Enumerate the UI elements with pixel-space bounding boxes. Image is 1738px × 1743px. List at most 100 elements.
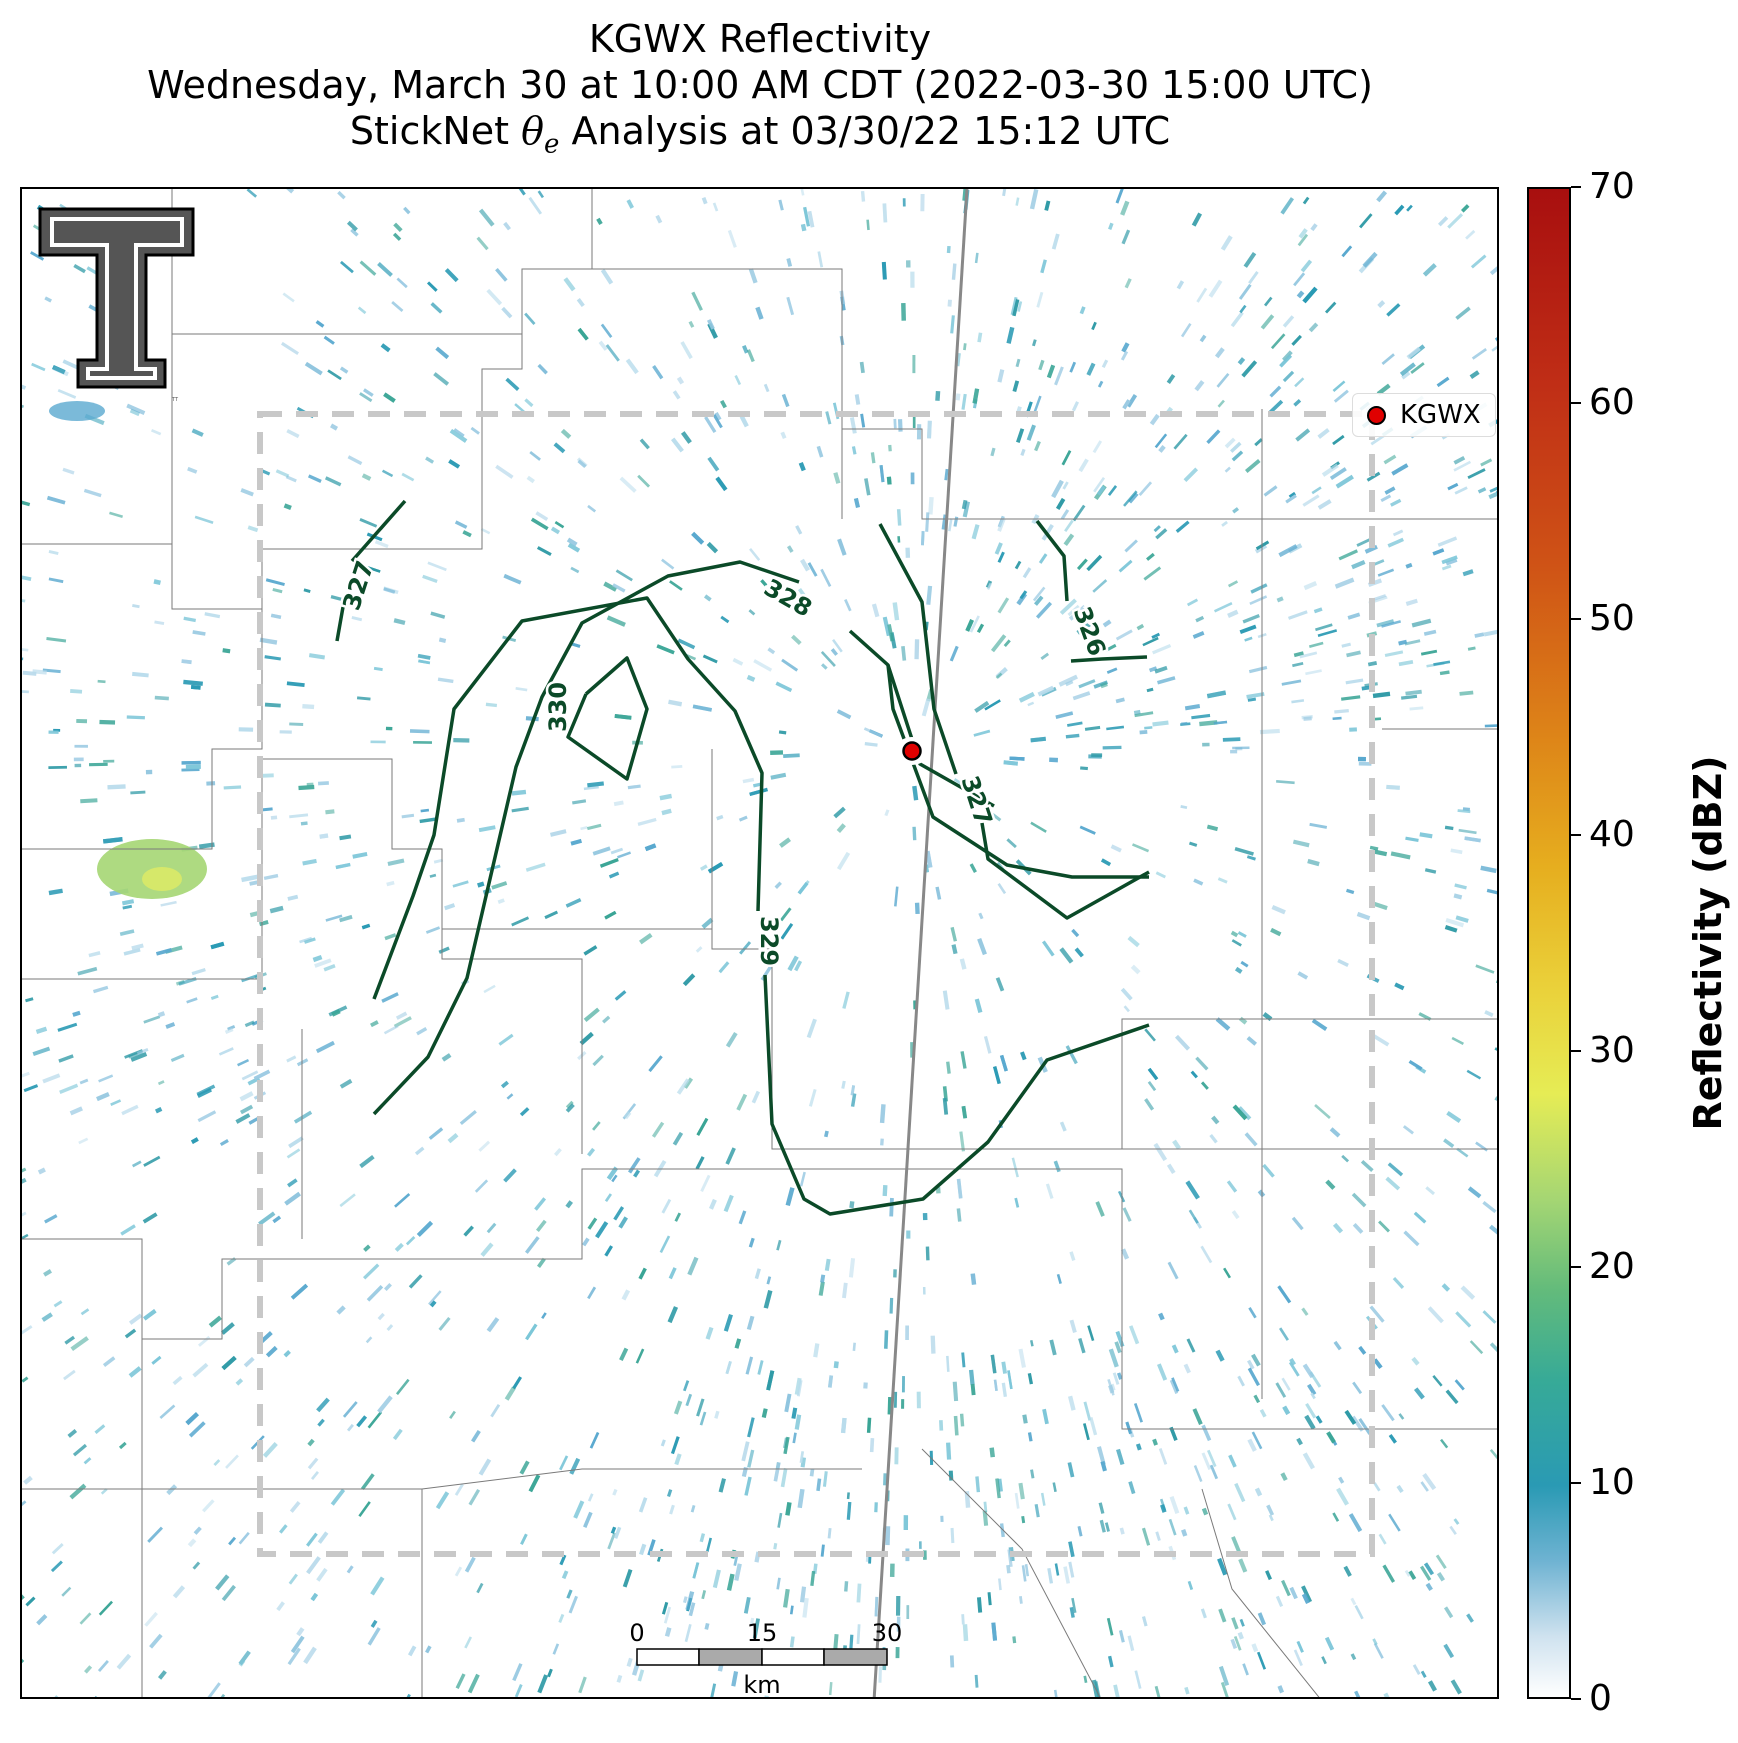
reflectivity-gate (983, 1501, 988, 1513)
reflectivity-gate (181, 659, 192, 665)
reflectivity-gate (1248, 1307, 1257, 1319)
reflectivity-gate (683, 1380, 690, 1392)
reflectivity-gate (1376, 383, 1391, 396)
reflectivity-gate (959, 958, 967, 970)
reflectivity-gate (1270, 333, 1286, 350)
reflectivity-gate (950, 315, 955, 334)
reflectivity-gate (703, 594, 712, 602)
reflectivity-gate (757, 1360, 764, 1375)
reflectivity-gate (994, 542, 1003, 555)
reflectivity-gate (688, 1602, 696, 1617)
reflectivity-gate (1237, 1631, 1244, 1640)
reflectivity-gate (786, 545, 794, 553)
reflectivity-gate (754, 1268, 761, 1280)
reflectivity-gate (1454, 883, 1467, 890)
reflectivity-gate (190, 1137, 199, 1145)
reflectivity-gate (836, 851, 851, 871)
reflectivity-gate (259, 920, 269, 927)
reflectivity-gate (463, 1225, 474, 1237)
reflectivity-gate (1127, 935, 1140, 948)
reflectivity-gate (714, 411, 722, 421)
reflectivity-gate (1101, 359, 1109, 369)
reflectivity-gate (1384, 486, 1396, 495)
reflectivity-gate (613, 1526, 622, 1539)
reflectivity-gate (1196, 287, 1208, 303)
reflectivity-gate (714, 1410, 720, 1419)
reflectivity-gate (126, 403, 146, 415)
reflectivity-gate (976, 1597, 983, 1613)
reflectivity-gate (896, 1616, 901, 1632)
reflectivity-gate (478, 208, 495, 227)
reflectivity-gate (707, 319, 715, 330)
reflectivity-gate (1420, 1565, 1432, 1581)
reflectivity-gate (1034, 440, 1041, 452)
reflectivity-gate (824, 1258, 831, 1271)
reflectivity-gate (1413, 1211, 1427, 1224)
reflectivity-gate (605, 344, 620, 362)
reflectivity-gate (207, 1682, 221, 1697)
reflectivity-gate (1076, 622, 1092, 635)
reflectivity-gate (511, 916, 530, 927)
reflectivity-gate (1405, 836, 1419, 842)
reflectivity-gate (748, 609, 756, 616)
reflectivity-gate (1404, 639, 1421, 646)
reflectivity-gate (802, 1597, 809, 1618)
reflectivity-gate (647, 1539, 656, 1556)
reflectivity-gate (779, 907, 792, 922)
reflectivity-gate (427, 561, 447, 572)
colorbar-tick-mark (1571, 1482, 1581, 1484)
reflectivity-gate (1338, 1476, 1345, 1484)
reflectivity-gate (977, 332, 983, 343)
reflectivity-gate (1251, 1643, 1259, 1653)
reflectivity-gate (796, 1379, 803, 1397)
reflectivity-gate (1325, 1179, 1336, 1190)
reflectivity-gate (1190, 1070, 1198, 1079)
reflectivity-gate (746, 349, 755, 363)
reflectivity-gate (393, 222, 403, 233)
reflectivity-gate (191, 428, 204, 437)
reflectivity-gate (480, 527, 491, 535)
colorbar-tick-label: 0 (1589, 1678, 1612, 1719)
reflectivity-gate (247, 525, 259, 533)
reflectivity-gate (975, 1476, 981, 1493)
reflectivity-gate (959, 1413, 965, 1427)
reflectivity-gate (1172, 1139, 1181, 1150)
reflectivity-gate (688, 320, 695, 328)
reflectivity-gate (608, 871, 620, 879)
reflectivity-gate (559, 1554, 567, 1566)
reflectivity-gate (1012, 1636, 1017, 1644)
reflectivity-gate (692, 704, 713, 712)
reflectivity-gate (336, 1305, 346, 1315)
reflectivity-gate (1427, 1680, 1437, 1692)
reflectivity-gate (656, 644, 675, 655)
reflectivity-gate (325, 914, 343, 922)
reflectivity-gate (1122, 399, 1131, 410)
reflectivity-gate (497, 898, 505, 905)
reflectivity-gate (377, 1395, 393, 1414)
reflectivity-gate (1247, 1367, 1260, 1387)
reflectivity-gate (100, 1488, 108, 1495)
reflectivity-gate (897, 536, 901, 543)
reflectivity-gate (582, 1237, 590, 1247)
reflectivity-gate (1388, 1434, 1397, 1444)
reflectivity-gate (1132, 843, 1150, 853)
reflectivity-gate (206, 781, 216, 786)
reflectivity-gate (1183, 1363, 1191, 1374)
reflectivity-gate (1232, 507, 1240, 514)
reflectivity-gate (1301, 1593, 1310, 1605)
reflectivity-gate (103, 759, 115, 763)
reflectivity-gate (553, 1147, 562, 1157)
reflectivity-gate (1383, 454, 1397, 465)
reflectivity-gate (701, 197, 708, 205)
reflectivity-gate (664, 1627, 672, 1637)
reflectivity-gate (554, 520, 565, 529)
reflectivity-gate (1450, 1679, 1462, 1695)
radar-map[interactable]: 327 328 330 329 327 326 TT KGWX 0 15 30 … (20, 187, 1499, 1699)
reflectivity-gate (1237, 1106, 1252, 1121)
reflectivity-gate (1433, 660, 1451, 666)
reflectivity-gate (1087, 1325, 1095, 1341)
reflectivity-gate (1358, 761, 1372, 766)
reflectivity-gate (925, 1246, 930, 1261)
reflectivity-gate (1038, 359, 1045, 371)
reflectivity-gate (997, 551, 1005, 563)
